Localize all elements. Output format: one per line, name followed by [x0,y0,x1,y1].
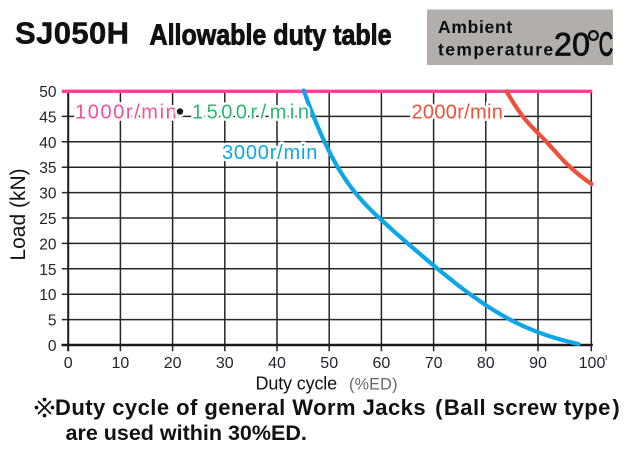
svg-text:temperature: temperature [438,40,555,60]
svg-text:3000r/min: 3000r/min [222,142,318,164]
svg-text:15: 15 [39,262,56,279]
svg-text:20: 20 [164,355,182,372]
svg-text:60: 60 [373,355,391,372]
svg-text:40: 40 [39,135,57,152]
svg-text:1000r/min: 1000r/min [75,102,178,124]
svg-text:90: 90 [529,355,547,372]
svg-text:50: 50 [320,355,338,372]
svg-text:C: C [599,25,613,63]
svg-text:10: 10 [39,287,57,304]
svg-text:0: 0 [64,355,73,372]
svg-text:Duty cycle: Duty cycle [256,374,338,394]
svg-text:Ambient: Ambient [438,17,513,37]
svg-text:80: 80 [477,355,495,372]
svg-text:35: 35 [39,160,56,177]
svg-text:70: 70 [425,355,443,372]
svg-text:Load (kN): Load (kN) [7,168,30,260]
svg-text:5: 5 [48,313,57,330]
svg-text:1500r/min: 1500r/min [192,102,312,124]
svg-text:30: 30 [39,186,57,203]
svg-text:45: 45 [39,109,56,126]
svg-text:SJ050H: SJ050H [15,16,129,51]
svg-text:50: 50 [39,84,57,101]
svg-text:20: 20 [39,236,57,253]
svg-text:30: 30 [216,355,234,372]
svg-text:Allowable duty table: Allowable duty table [150,18,392,51]
svg-text:10: 10 [112,355,130,372]
svg-text:100: 100 [579,355,606,372]
svg-text:40: 40 [268,355,286,372]
svg-text:are used within 30%ED.: are used within 30%ED. [66,421,307,445]
svg-text:2000r/min: 2000r/min [412,102,504,124]
svg-text:(%ED): (%ED) [349,376,398,394]
svg-text:0: 0 [48,338,57,355]
svg-text:Duty cycle of general Worm Jac: Duty cycle of general Worm Jacks (Ball s… [55,395,620,420]
svg-text:25: 25 [39,211,56,228]
svg-text:20: 20 [554,27,590,63]
